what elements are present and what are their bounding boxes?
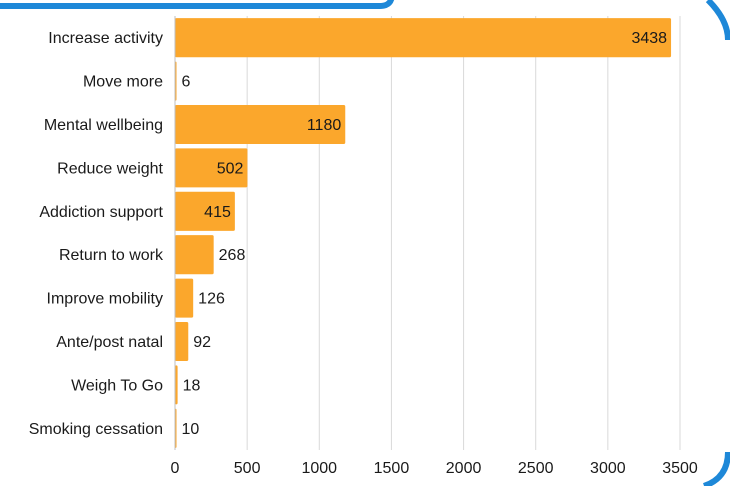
category-label: Reduce weight: [57, 160, 163, 177]
category-label: Increase activity: [48, 30, 163, 47]
bar: [175, 191, 235, 231]
bar: [175, 278, 194, 318]
category-label: Addiction support: [39, 204, 163, 221]
x-tick-label: 0: [171, 460, 180, 477]
category-label: Return to work: [59, 247, 164, 264]
bar: [175, 104, 346, 145]
x-tick-label: 2500: [518, 460, 554, 477]
x-tick-label: 3000: [590, 460, 626, 477]
x-tick-label: 1000: [301, 460, 337, 477]
x-tick-label: 500: [234, 460, 261, 477]
value-label: 92: [193, 334, 211, 351]
bar: [175, 18, 672, 58]
value-labels: 3438 6 1180 502 415 268 126 92 18 10: [182, 30, 668, 438]
category-label: Mental wellbeing: [44, 117, 163, 134]
frame-accent-top-left: [0, 0, 394, 9]
x-tick-label: 1500: [374, 460, 410, 477]
value-label: 10: [182, 421, 200, 438]
bar: [175, 365, 178, 405]
value-label: 1180: [307, 117, 342, 134]
value-label: 6: [182, 74, 191, 91]
bar: [175, 148, 248, 188]
frame-accent-right: [705, 0, 730, 41]
bar: [175, 235, 214, 275]
value-label: 126: [198, 291, 225, 308]
gridlines: [246, 16, 681, 450]
frame-accent-bottom-right: [702, 451, 730, 486]
category-label: Improve mobility: [47, 291, 163, 308]
value-label: 268: [219, 247, 246, 264]
category-label: Weigh To Go: [71, 377, 163, 394]
x-tick-label: 2000: [446, 460, 482, 477]
value-label: 415: [204, 204, 231, 221]
x-axis-ticks: 0 500 1000 1500 2000 2500 3000 3500: [171, 460, 698, 477]
value-label: 18: [183, 377, 201, 394]
category-labels: Increase activity Move more Mental wellbei…: [29, 30, 164, 438]
bar: [175, 321, 189, 362]
category-label: Smoking cessation: [29, 421, 163, 438]
category-label: Move more: [83, 74, 163, 91]
category-label: Ante/post natal: [56, 334, 163, 351]
x-tick-label: 3500: [662, 460, 698, 477]
bars: [175, 18, 672, 448]
value-label: 3438: [631, 30, 667, 47]
value-label: 502: [217, 160, 244, 177]
